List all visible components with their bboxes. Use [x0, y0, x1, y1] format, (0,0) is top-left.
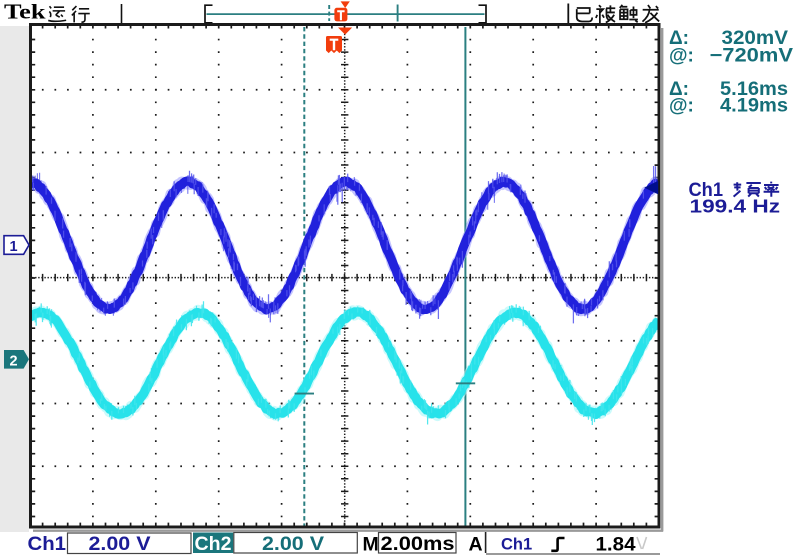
svg-text:−720mV: −720mV	[710, 46, 794, 67]
svg-text:Tek: Tek	[4, 0, 46, 24]
svg-text:1.84: 1.84	[596, 534, 636, 556]
svg-text:4.19ms: 4.19ms	[720, 96, 788, 117]
svg-text:320mV: 320mV	[722, 28, 789, 49]
svg-text:Δ:: Δ:	[669, 79, 689, 100]
svg-text:Ch1: Ch1	[689, 180, 724, 201]
svg-text:M: M	[363, 534, 379, 556]
svg-text:5.16ms: 5.16ms	[720, 79, 788, 100]
svg-text:2.00 V: 2.00 V	[89, 534, 151, 555]
svg-text:2.00ms: 2.00ms	[381, 534, 455, 555]
svg-text:2.00 V: 2.00 V	[262, 534, 324, 555]
svg-text:1: 1	[9, 239, 17, 255]
svg-text:Ch2: Ch2	[195, 534, 232, 555]
svg-text:Δ:: Δ:	[669, 28, 689, 49]
svg-text:A: A	[469, 534, 483, 556]
svg-text:199.4 Hz: 199.4 Hz	[690, 196, 781, 217]
svg-text:@:: @:	[669, 46, 694, 67]
svg-text:Ch1: Ch1	[501, 536, 532, 554]
svg-text:@:: @:	[669, 96, 694, 117]
svg-text:2: 2	[9, 353, 17, 369]
svg-text:Ch1: Ch1	[28, 534, 67, 555]
